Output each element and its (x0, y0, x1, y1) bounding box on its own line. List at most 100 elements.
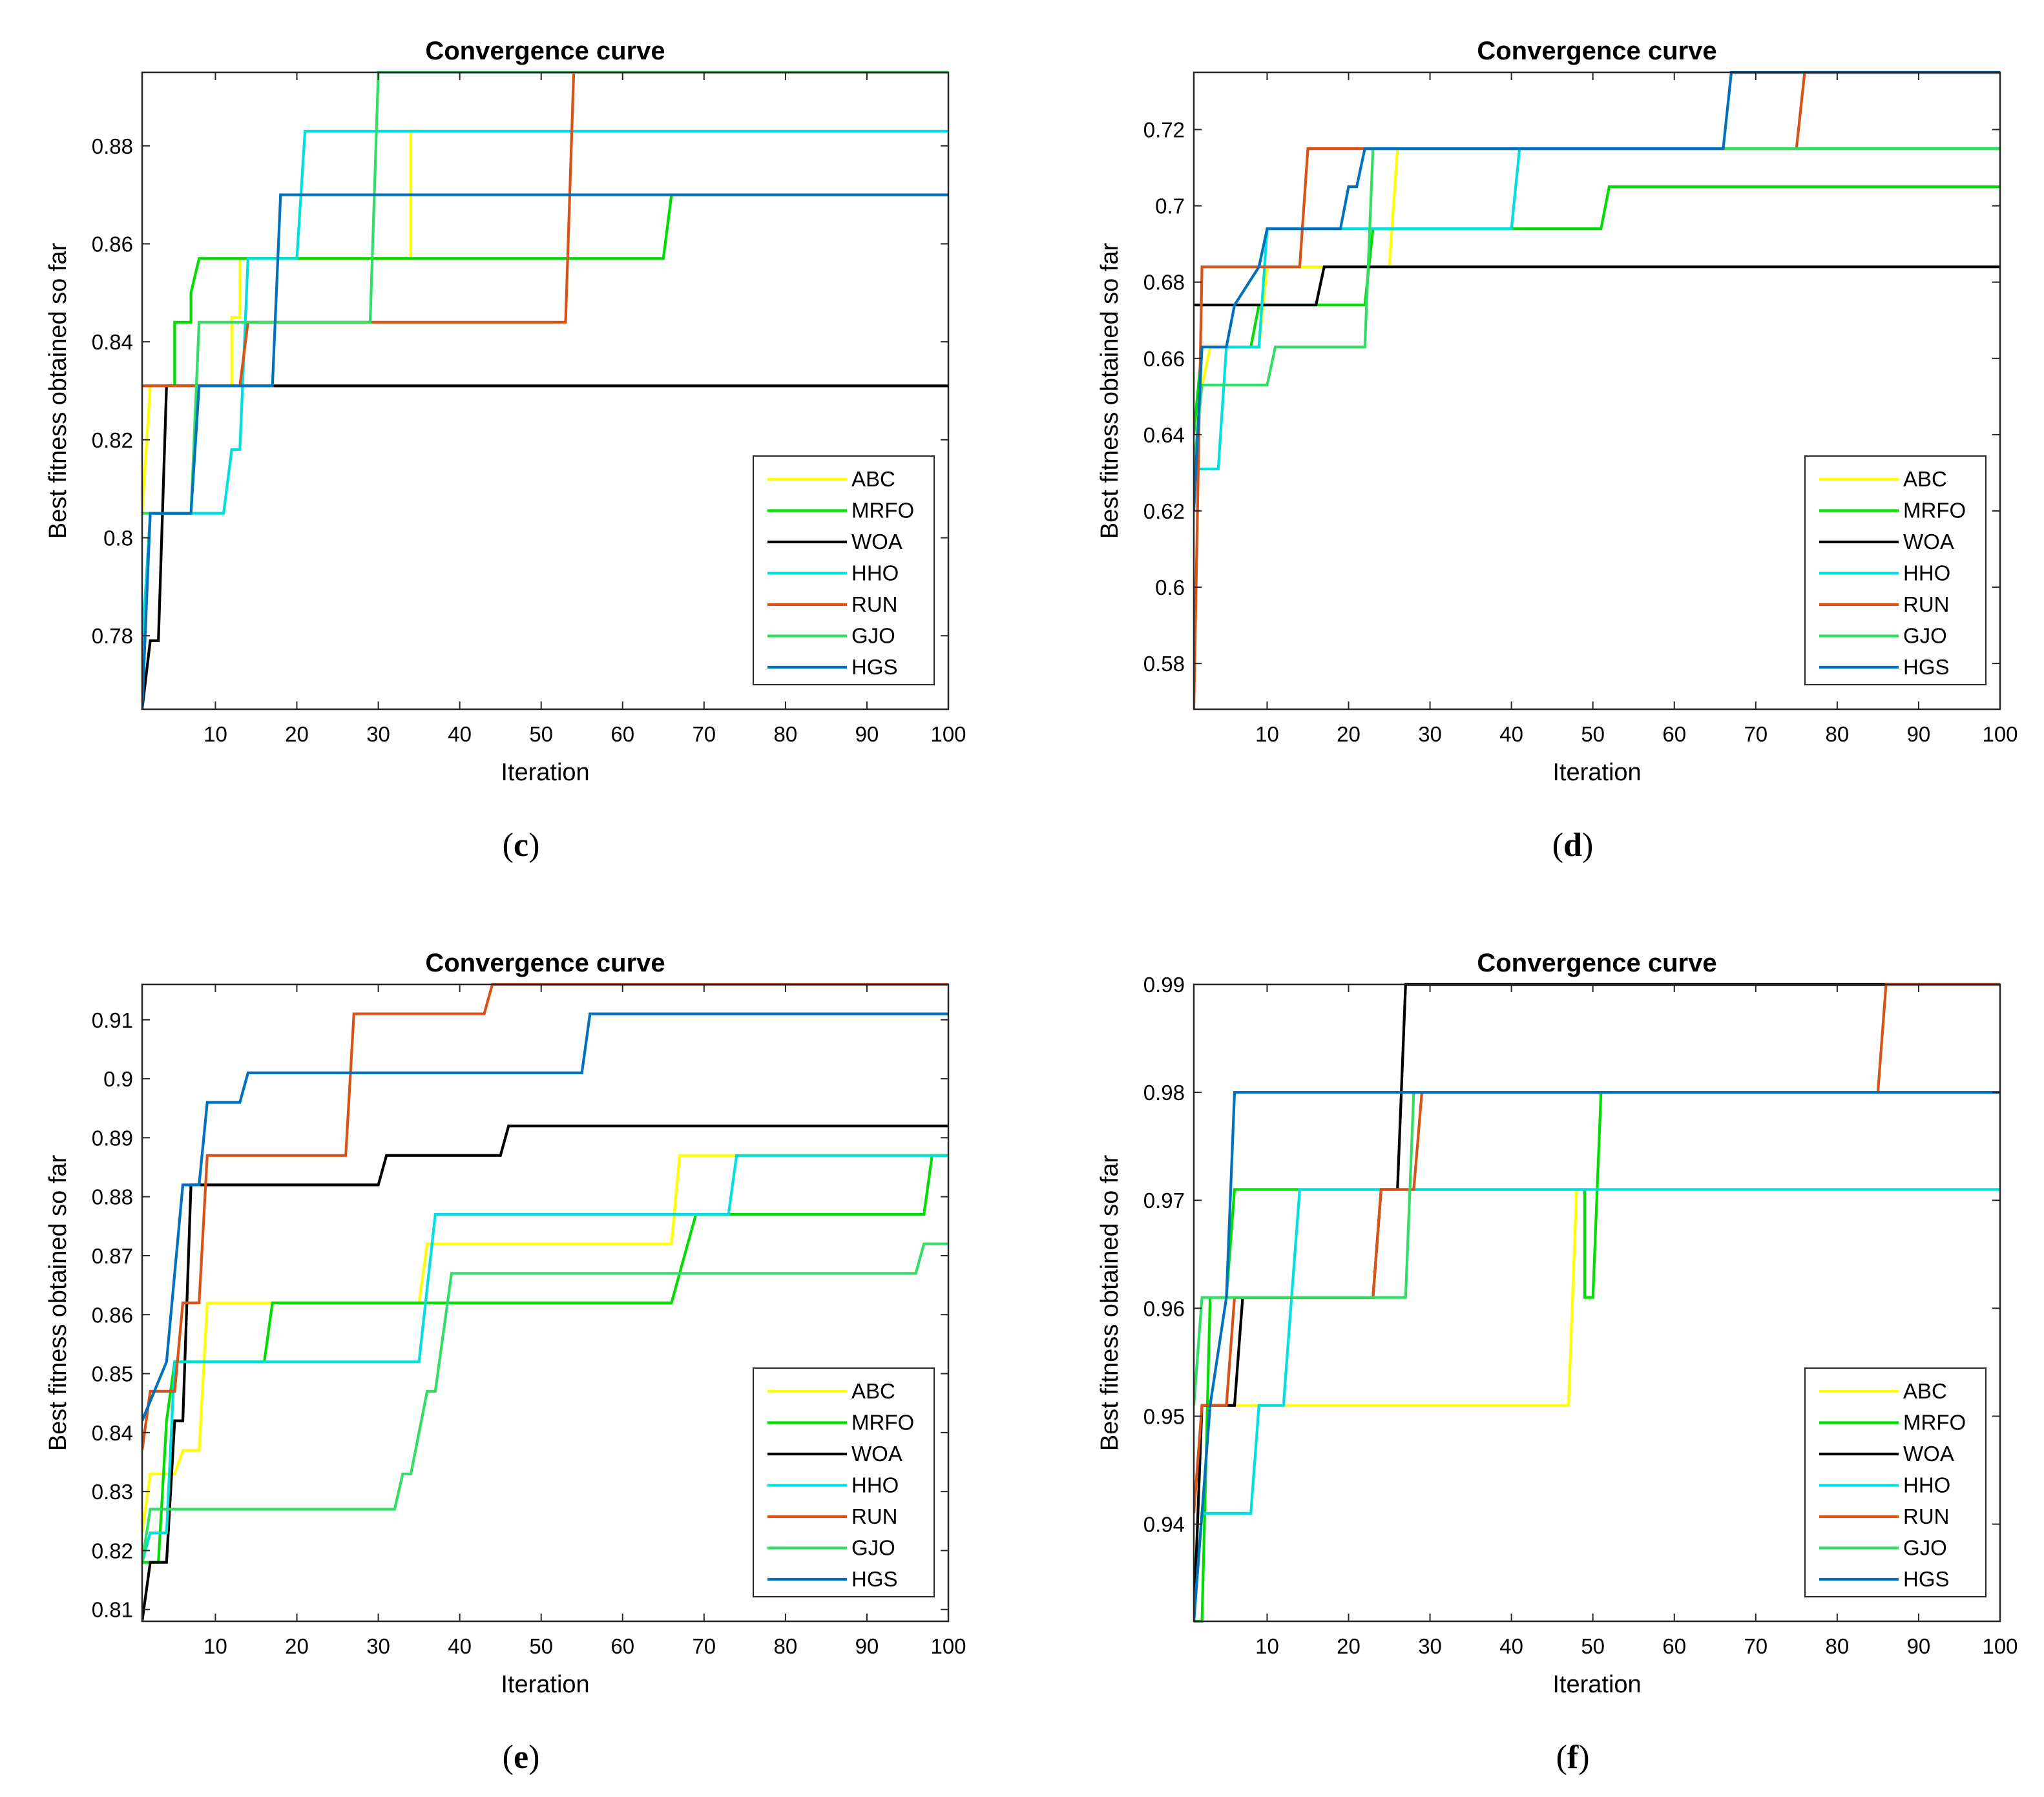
x-tick-label: 10 (203, 1634, 227, 1658)
chart-title: Convergence curve (425, 37, 665, 65)
legend-item-run: RUN (1819, 592, 1950, 616)
legend-label: RUN (1903, 1504, 1950, 1528)
x-tick-label: 100 (1982, 722, 2018, 746)
chart-panel-e: Convergence curve 10 20 30 40 50 60 70 80 90 100 0.… (45, 949, 966, 1776)
x-tick-label: 60 (1662, 722, 1686, 746)
legend-box (1804, 455, 1987, 685)
legend-item-gjo: GJO (767, 1536, 895, 1560)
chart-title: Convergence curve (1477, 949, 1716, 977)
x-tick-label: 80 (774, 722, 798, 746)
legend-item-woa: WOA (767, 1442, 902, 1466)
x-tick-label: 70 (1744, 722, 1768, 746)
legend-label: GJO (1903, 1536, 1947, 1560)
x-tick-label: 80 (774, 1634, 798, 1658)
y-tick-label: 0.64 (1143, 423, 1185, 447)
x-tick-label: 80 (1826, 722, 1850, 746)
x-tick-label: 10 (1255, 722, 1279, 746)
legend-item-run: RUN (1819, 1504, 1950, 1528)
caption-open: ( (503, 827, 514, 864)
legend-item-gjo: GJO (1819, 1536, 1947, 1560)
legend-label: ABC (851, 467, 895, 491)
caption-close: ) (1578, 1739, 1589, 1776)
x-tick-label: 10 (203, 722, 227, 746)
legend-item-abc: ABC (1819, 467, 1947, 491)
series-line-run (1194, 982, 2000, 1514)
y-tick-label: 0.66 (1143, 347, 1185, 371)
legend-item-hho: HHO (1819, 561, 1950, 585)
chart-panel-c: Convergence curve 10 20 30 40 50 60 70 80 90 100 0.… (45, 37, 966, 864)
y-tick-label: 0.86 (92, 232, 133, 256)
panel-caption: (f) (1556, 1739, 1590, 1776)
x-axis-label: Iteration (1552, 1671, 1641, 1698)
legend-item-abc: ABC (1819, 1379, 1947, 1403)
x-tick-label: 80 (1826, 1634, 1850, 1658)
x-axis-label: Iteration (501, 1671, 589, 1698)
series-line-hho (142, 1154, 948, 1563)
x-tick-label: 50 (1581, 1634, 1605, 1658)
legend-item-hho: HHO (767, 1473, 899, 1497)
legend-item-mrfo: MRFO (767, 1411, 914, 1435)
legend-item-hgs: HGS (767, 655, 898, 679)
legend-box (1804, 1367, 1987, 1597)
x-tick-label: 40 (1499, 1634, 1523, 1658)
y-tick-label: 0.98 (1143, 1081, 1185, 1105)
legend-label: HHO (851, 561, 899, 585)
legend-label: WOA (851, 530, 902, 554)
panel-caption: (d) (1552, 827, 1594, 864)
x-tick-label: 20 (285, 1634, 309, 1658)
x-tick-label: 60 (610, 722, 634, 746)
series-line-hgs (142, 193, 948, 710)
legend-label: HGS (1903, 655, 1950, 679)
caption-open: ( (1552, 827, 1563, 864)
legend-label: HGS (851, 655, 898, 679)
legend-label: HHO (1903, 561, 1950, 585)
x-tick-label: 90 (1907, 1634, 1931, 1658)
legend-item-hho: HHO (1819, 1473, 1950, 1497)
legend-item-mrfo: MRFO (1819, 1411, 1966, 1435)
y-tick-label: 0.84 (92, 330, 133, 354)
x-tick-label: 50 (529, 722, 553, 746)
x-tick-label: 50 (1581, 722, 1605, 746)
y-axis-label: Best fitness obtained so far (45, 1154, 72, 1451)
legend-item-abc: ABC (767, 1379, 895, 1403)
y-axis-label: Best fitness obtained so far (1096, 1154, 1123, 1451)
legend-label: RUN (851, 1504, 898, 1528)
x-tick-label: 100 (1982, 1634, 2018, 1658)
y-tick-label: 0.95 (1143, 1404, 1185, 1428)
legend-label: HGS (851, 1567, 898, 1591)
x-tick-label: 70 (1744, 1634, 1768, 1658)
legend-item-hho: HHO (767, 561, 899, 585)
y-tick-label: 0.78 (92, 624, 133, 648)
legend-label: HHO (851, 1473, 899, 1497)
x-tick-label: 30 (366, 1634, 390, 1658)
legend: ABC MRFO WOA HHO RUN GJO HGS (753, 455, 935, 685)
x-axis-label: Iteration (501, 759, 589, 786)
y-tick-label: 0.58 (1143, 652, 1185, 676)
legend-item-woa: WOA (767, 530, 902, 554)
y-tick-label: 0.85 (92, 1362, 133, 1386)
legend-label: RUN (851, 592, 898, 616)
legend-label: HGS (1903, 1567, 1950, 1591)
y-tick-label: 0.99 (1143, 973, 1185, 997)
caption-letter: f (1567, 1739, 1579, 1776)
y-tick-label: 0.82 (92, 1539, 133, 1563)
y-tick-label: 0.62 (1143, 499, 1185, 523)
y-tick-label: 0.81 (92, 1598, 133, 1622)
chart-title: Convergence curve (1477, 37, 1716, 65)
legend-item-mrfo: MRFO (767, 499, 914, 523)
x-tick-label: 70 (692, 722, 716, 746)
series-line-run (142, 982, 948, 1451)
x-tick-label: 20 (1337, 722, 1361, 746)
y-tick-label: 0.91 (92, 1008, 133, 1032)
legend-label: GJO (851, 624, 895, 648)
legend-item-abc: ABC (767, 467, 895, 491)
legend: ABC MRFO WOA HHO RUN GJO HGS (1804, 1367, 1987, 1597)
panel-caption: (c) (503, 827, 540, 864)
legend-label: GJO (851, 1536, 895, 1560)
caption-letter: e (514, 1739, 528, 1776)
series-line-hgs (142, 1012, 948, 1422)
y-axis-label: Best fitness obtained so far (1096, 242, 1123, 539)
x-tick-label: 20 (1337, 1634, 1361, 1658)
legend-item-mrfo: MRFO (1819, 499, 1966, 523)
